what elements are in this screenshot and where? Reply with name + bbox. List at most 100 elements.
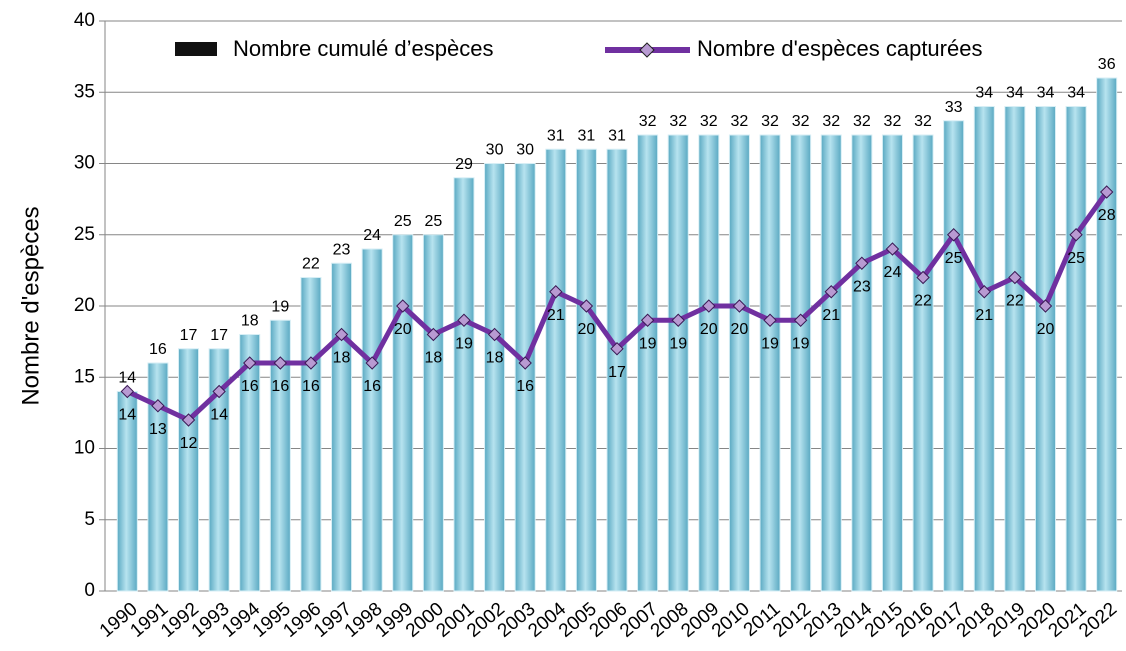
- line-value-label: 22: [914, 293, 932, 310]
- bar-value-label: 23: [333, 241, 351, 258]
- bar: [606, 148, 628, 592]
- line-value-label: 14: [118, 407, 136, 424]
- marker: [1038, 299, 1053, 313]
- bar: [331, 262, 353, 592]
- marker: [763, 313, 777, 327]
- bar: [484, 163, 506, 592]
- bar-value-label: 32: [884, 113, 902, 130]
- y-axis-label: Nombre d'espèces: [17, 206, 44, 405]
- bar: [973, 106, 995, 592]
- line-value-label: 20: [394, 321, 412, 338]
- bar-value-label: 34: [1067, 85, 1085, 102]
- marker: [181, 413, 196, 427]
- line-value-label: 16: [241, 378, 259, 395]
- bar-value-label: 36: [1098, 56, 1116, 73]
- line-value-label: 20: [731, 321, 749, 338]
- bar-value-label: 32: [700, 113, 718, 130]
- marker: [793, 313, 808, 327]
- marker: [702, 299, 716, 313]
- bar: [1096, 77, 1118, 592]
- bar-value-label: 34: [1037, 85, 1055, 102]
- y-tick-label: 25: [74, 224, 95, 245]
- bar: [1004, 106, 1026, 592]
- bar-value-label: 31: [608, 127, 626, 144]
- bar: [912, 134, 934, 592]
- marker: [671, 313, 685, 327]
- bar-value-label: 24: [363, 227, 381, 244]
- line-value-label: 19: [639, 335, 657, 352]
- marker: [916, 270, 930, 285]
- bar: [698, 134, 720, 592]
- line-value-label: 20: [577, 321, 595, 338]
- bar-value-label: 32: [669, 113, 687, 130]
- line-value-label: 23: [853, 278, 871, 295]
- marker: [946, 228, 961, 242]
- bar: [178, 348, 200, 592]
- bar-value-label: 32: [792, 113, 810, 130]
- y-tick-label: 40: [74, 10, 95, 31]
- bar-value-label: 31: [547, 127, 565, 144]
- line-value-label: 19: [669, 335, 687, 352]
- line-value-label: 28: [1098, 207, 1116, 224]
- bar-value-label: 19: [271, 298, 289, 315]
- y-tick-label: 15: [74, 366, 95, 387]
- line-value-label: 22: [1006, 293, 1024, 310]
- bar: [147, 362, 169, 592]
- bar: [728, 134, 750, 592]
- marker: [549, 285, 563, 299]
- bar-value-label: 32: [914, 113, 932, 130]
- bar-value-label: 32: [639, 113, 657, 130]
- line-value-label: 16: [516, 378, 534, 395]
- bar: [300, 277, 322, 592]
- line-value-label: 18: [486, 350, 504, 367]
- legend-marker: [639, 42, 655, 58]
- bar-value-label: 32: [731, 113, 749, 130]
- line-value-label: 19: [761, 335, 779, 352]
- marker: [610, 342, 624, 356]
- line-value-label: 18: [333, 350, 351, 367]
- bar-value-label: 34: [1006, 85, 1024, 102]
- bar: [361, 248, 383, 592]
- bar: [637, 134, 659, 592]
- bar: [943, 120, 965, 592]
- bar: [1034, 106, 1056, 592]
- marker: [487, 327, 502, 342]
- bar: [667, 134, 689, 592]
- legend-label: Nombre d'espèces capturées: [697, 36, 982, 61]
- marker: [518, 356, 532, 370]
- marker: [151, 399, 165, 413]
- bar: [453, 177, 475, 592]
- bar: [851, 134, 873, 592]
- bar-value-label: 25: [424, 213, 442, 230]
- marker: [1008, 270, 1022, 285]
- line-value-label: 16: [271, 378, 289, 395]
- bar-value-label: 31: [577, 127, 595, 144]
- line-value-label: 12: [180, 435, 198, 452]
- marker: [579, 299, 594, 313]
- line-value-label: 25: [1067, 250, 1085, 267]
- marker: [824, 285, 838, 299]
- line-value-label: 21: [975, 307, 993, 324]
- line-value-label: 21: [547, 307, 565, 324]
- marker: [334, 327, 349, 342]
- legend-label: Nombre cumulé d’espèces: [233, 36, 493, 61]
- line-value-label: 25: [945, 250, 963, 267]
- bar: [545, 148, 567, 592]
- bar-value-label: 29: [455, 156, 473, 173]
- marker: [885, 242, 900, 256]
- bar: [1065, 106, 1087, 592]
- line-value-label: 24: [884, 264, 902, 281]
- line-value-label: 18: [424, 350, 442, 367]
- marker: [732, 299, 747, 313]
- bar: [514, 163, 536, 592]
- marker: [457, 313, 471, 327]
- bar-value-label: 18: [241, 313, 259, 330]
- bar-value-label: 32: [761, 113, 779, 130]
- line-value-label: 17: [608, 364, 626, 381]
- y-tick-label: 30: [74, 153, 95, 174]
- marker: [1099, 185, 1114, 199]
- bar-value-label: 25: [394, 213, 412, 230]
- bar: [239, 334, 261, 592]
- marker: [640, 313, 655, 327]
- marker: [212, 384, 226, 399]
